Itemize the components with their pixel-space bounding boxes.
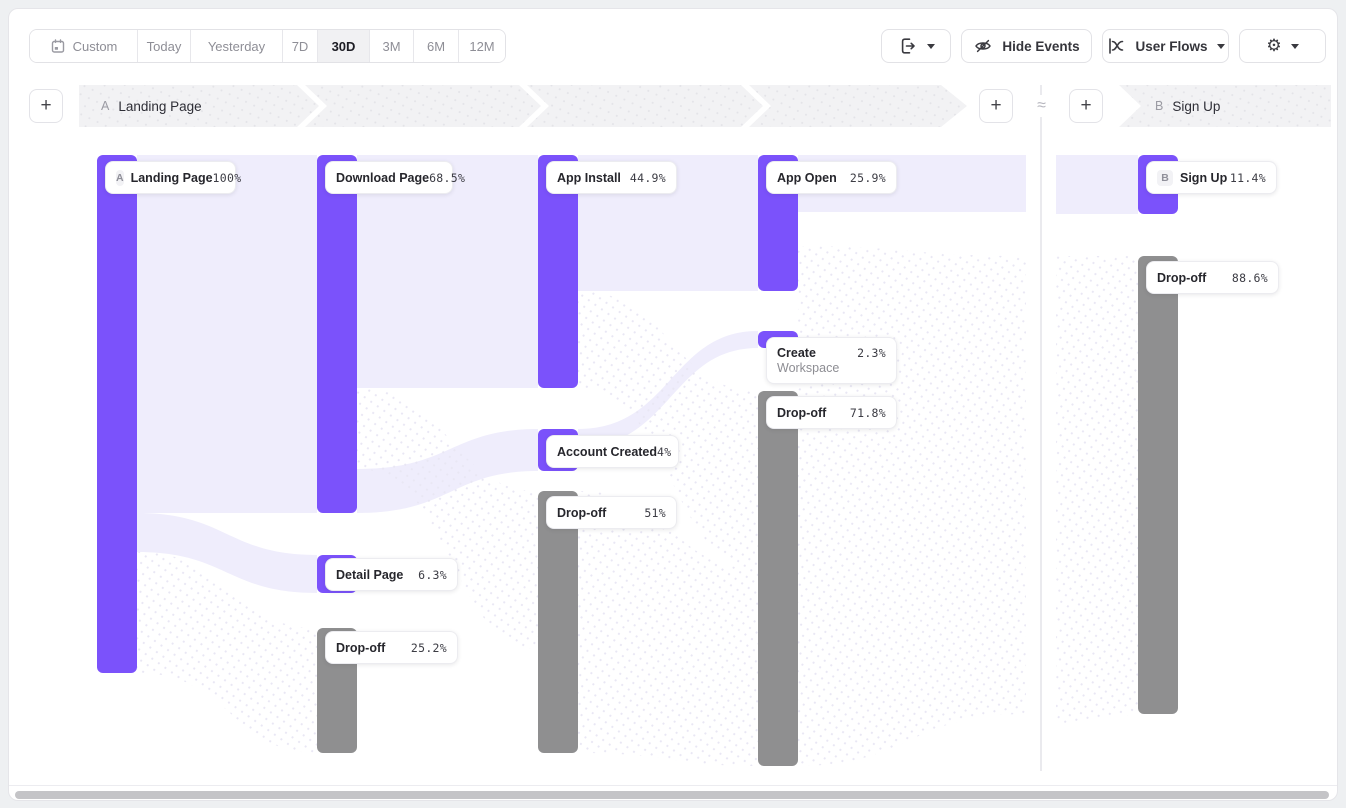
section-b-label: Sign Up <box>1172 98 1221 114</box>
bar-dropoff-step4[interactable] <box>758 391 798 766</box>
bar-download-page[interactable] <box>317 155 357 513</box>
add-step-button-a[interactable]: + <box>979 89 1013 123</box>
flow-left-to-final-dropoff <box>798 246 1026 766</box>
add-start-event-button[interactable]: + <box>29 89 63 123</box>
time-range-selector: Custom Today Yesterday 7D 30D 3M 6M 12M <box>29 29 506 63</box>
flow-download-to-dropoff <box>357 388 538 649</box>
node-label-landing-page[interactable]: A Landing Page 100% <box>105 161 241 194</box>
horizontal-scrollbar-thumb[interactable] <box>15 791 1329 799</box>
user-flows-panel: Custom Today Yesterday 7D 30D 3M 6M 12M … <box>8 8 1338 801</box>
time-range-custom[interactable]: Custom <box>30 30 138 62</box>
node-label-dropoff-step3[interactable]: Drop-off 51% <box>546 496 677 529</box>
section-a-badge: A <box>101 99 110 113</box>
time-range-12m[interactable]: 12M <box>459 30 505 62</box>
node-label-download-page[interactable]: Download Page 68.5% <box>325 161 465 194</box>
user-flows-label: User Flows <box>1135 38 1208 54</box>
step-band-a[interactable] <box>79 85 967 127</box>
hide-events-button[interactable]: Hide Events <box>961 29 1092 63</box>
export-icon <box>901 38 915 54</box>
horizontal-scrollbar <box>9 785 1337 801</box>
calendar-icon <box>51 39 64 53</box>
section-a-title: A Landing Page <box>101 85 202 127</box>
node-label-app-open[interactable]: App Open 25.9% <box>766 161 897 194</box>
flow-landing-to-dropoff <box>137 552 317 753</box>
hide-events-label: Hide Events <box>1002 38 1080 54</box>
node-badge-a: A <box>116 169 124 186</box>
settings-button[interactable]: ⚙ <box>1239 29 1326 63</box>
node-label-app-install[interactable]: App Install 44.9% <box>546 161 677 194</box>
node-badge-b: B <box>1157 169 1173 186</box>
flow-chart-icon <box>1109 38 1124 54</box>
flow-final-dropoff-right <box>1056 256 1138 724</box>
flow-landing-to-detail[interactable] <box>137 513 317 593</box>
user-flows-button[interactable]: User Flows <box>1102 29 1229 63</box>
node-label-sign-up[interactable]: B Sign Up 11.4% <box>1146 161 1277 194</box>
gear-icon: ⚙ <box>1266 35 1282 56</box>
time-range-30d[interactable]: 30D <box>318 30 370 62</box>
section-b-badge: B <box>1155 99 1164 113</box>
flow-dropoff3-to-dropoff4 <box>578 491 758 766</box>
chevron-down-icon <box>1290 43 1299 49</box>
eye-off-icon <box>975 39 992 53</box>
time-range-3m[interactable]: 3M <box>370 30 414 62</box>
add-step-button-b[interactable]: + <box>1069 89 1103 123</box>
section-a-label: Landing Page <box>118 98 202 114</box>
time-range-yesterday[interactable]: Yesterday <box>191 30 283 62</box>
approx-icon: ≈ <box>1029 95 1054 117</box>
toolbar-actions: Hide Events User Flows ⚙ <box>881 29 1326 63</box>
section-b-title: B Sign Up <box>1155 85 1220 127</box>
bar-landing-page[interactable] <box>97 155 137 673</box>
flow-download-to-app-install[interactable] <box>357 155 538 388</box>
export-button[interactable] <box>881 29 951 63</box>
node-label-account-created[interactable]: Account Created 4% <box>546 435 679 468</box>
time-range-6m[interactable]: 6M <box>414 30 459 62</box>
node-label-dropoff-step2[interactable]: Drop-off 25.2% <box>325 631 458 664</box>
node-label-dropoff-final[interactable]: Drop-off 88.6% <box>1146 261 1279 294</box>
time-range-label: Custom <box>72 38 118 54</box>
time-range-today[interactable]: Today <box>138 30 191 62</box>
node-label-create-workspace[interactable]: Create 2.3% Workspace <box>766 337 897 384</box>
bar-dropoff-final[interactable] <box>1138 256 1178 714</box>
sankey-background <box>79 85 1331 771</box>
chevron-down-icon <box>926 43 935 49</box>
flow-landing-to-download[interactable] <box>137 155 317 513</box>
node-label-dropoff-step4[interactable]: Drop-off 71.8% <box>766 396 897 429</box>
chevron-down-icon <box>1216 43 1225 49</box>
flow-app-install-to-dropoff <box>578 291 758 569</box>
step-band-b[interactable] <box>1119 85 1331 127</box>
node-label-detail-page[interactable]: Detail Page 6.3% <box>325 558 458 591</box>
bar-dropoff-step3[interactable] <box>538 491 578 753</box>
flow-app-open-to-signup-right[interactable] <box>1056 155 1138 214</box>
time-range-7d[interactable]: 7D <box>283 30 318 62</box>
